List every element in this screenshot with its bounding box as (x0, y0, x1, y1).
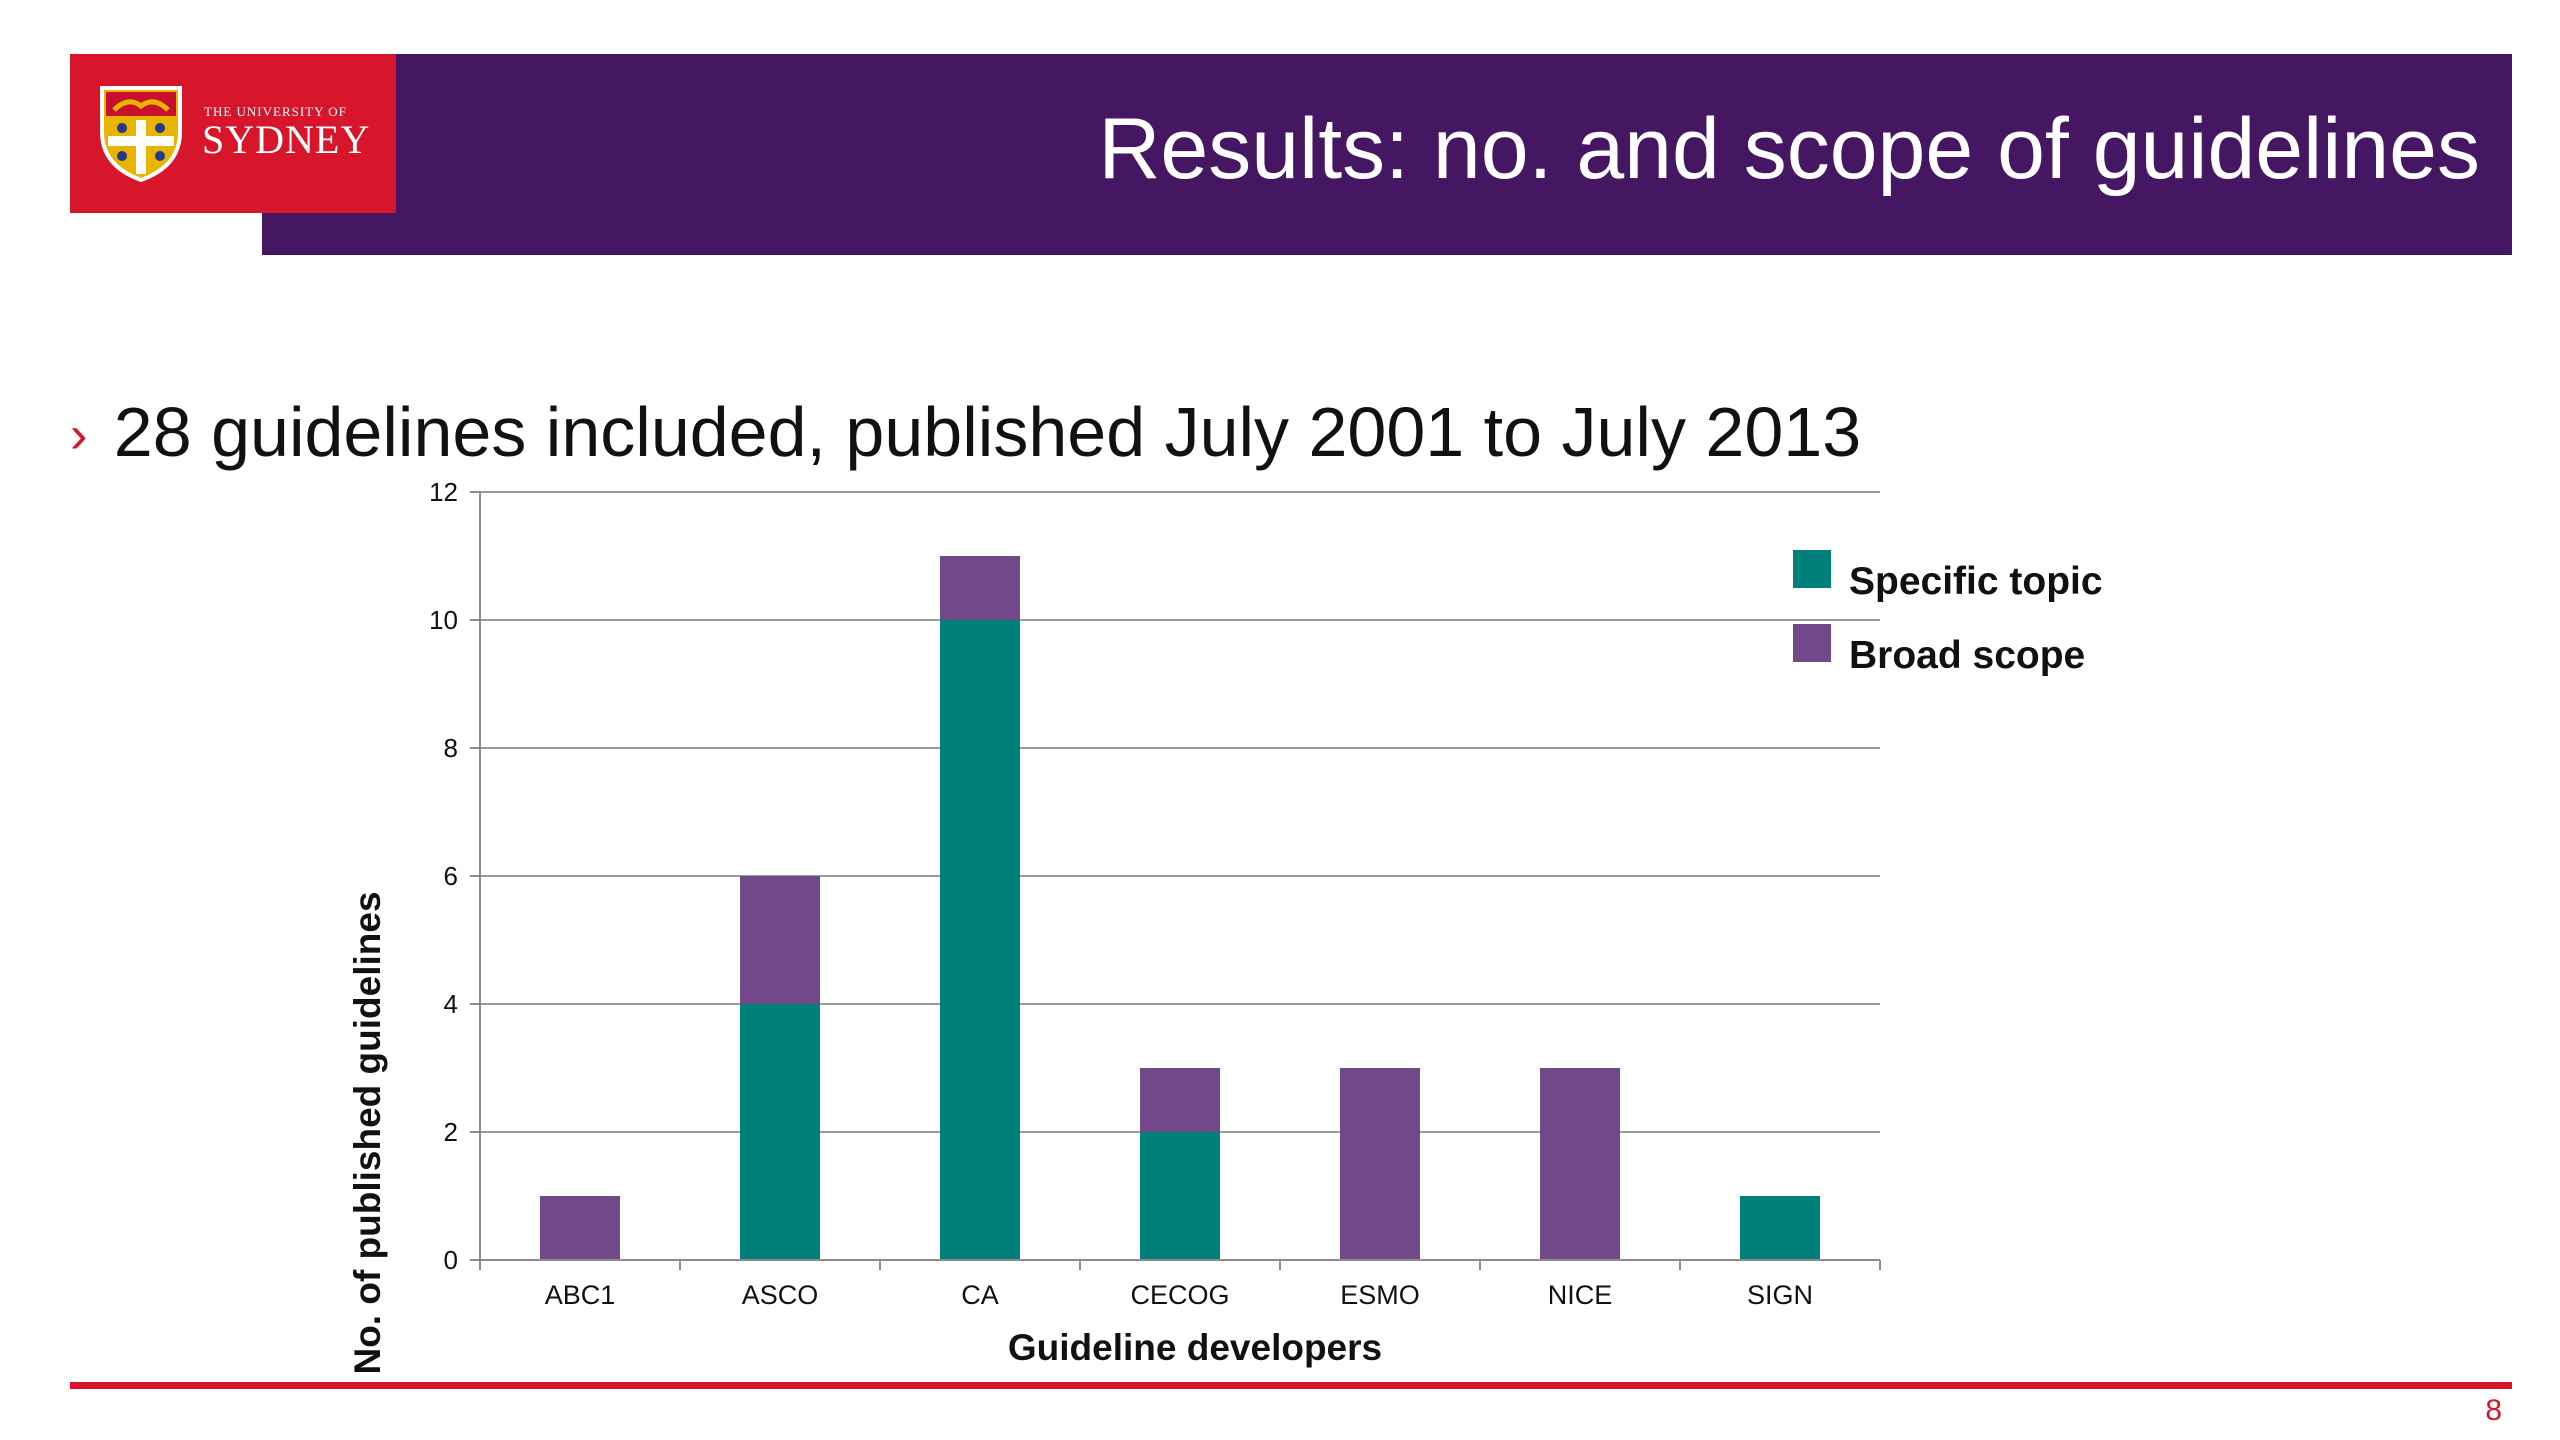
x-tick-label: NICE (1548, 1280, 1613, 1310)
footer-divider (70, 1382, 2512, 1389)
y-axis-title: No. of published guidelines (347, 891, 388, 1374)
bar-specific-topic-cecog (1140, 1132, 1220, 1260)
x-tick-labels: ABC1 ASCO CA CECOG ESMO NICE SIGN (545, 1280, 1813, 1310)
x-tick-label: ESMO (1340, 1280, 1420, 1310)
logo-small-text: THE UNIVERSITY OF (204, 104, 347, 119)
legend-label: Specific topic (1849, 560, 2103, 603)
y-tick-label: 8 (444, 733, 458, 763)
x-axis-title: Guideline developers (1008, 1327, 1382, 1368)
x-tick-label: CA (961, 1280, 999, 1310)
title-bar: Results: no. and scope of guidelines (262, 54, 2512, 255)
bar-broad-scope-esmo (1340, 1068, 1420, 1260)
bar-broad-scope-ca (940, 556, 1020, 620)
legend-swatch (1793, 550, 1831, 588)
university-logo: THE UNIVERSITY OF SYDNEY (70, 54, 396, 213)
bars (540, 556, 1820, 1260)
x-tick-label: CECOG (1130, 1280, 1229, 1310)
stacked-bar-chart: 0 2 4 6 8 10 12 ABC1 ASCO CA CECOG ESMO NICE SIGN No… (347, 478, 1881, 1375)
bar-broad-scope-asco (740, 876, 820, 1004)
bar-specific-topic-sign (1740, 1196, 1820, 1260)
x-tick-label: SIGN (1747, 1280, 1813, 1310)
bar-specific-topic-asco (740, 1004, 820, 1260)
y-tick-labels: 0 2 4 6 8 10 12 (429, 478, 458, 1275)
bullet-text: 28 guidelines included, published July 2… (113, 393, 1862, 471)
slide-title: Results: no. and scope of guidelines (1098, 101, 2480, 197)
y-tick-label: 10 (429, 605, 458, 635)
bar-broad-scope-nice (1540, 1068, 1620, 1260)
x-tick-label: ABC1 (545, 1280, 616, 1310)
y-tick-label: 2 (444, 1117, 458, 1147)
logo-wordmark: SYDNEY (202, 117, 371, 162)
y-tick-label: 4 (444, 989, 458, 1019)
bar-broad-scope-abc1 (540, 1196, 620, 1260)
bullet-point: › 28 guidelines included, published July… (70, 392, 1861, 472)
legend-swatch (1793, 624, 1831, 662)
y-tick-label: 0 (444, 1245, 458, 1275)
y-tick-label: 6 (444, 861, 458, 891)
university-crest-icon (100, 86, 182, 182)
bar-specific-topic-ca (940, 620, 1020, 1260)
gridlines (480, 491, 1880, 1133)
bullet-marker-icon: › (70, 406, 88, 464)
y-tick-label: 12 (429, 478, 458, 507)
legend-label: Broad scope (1849, 634, 2086, 677)
x-tick-label: ASCO (742, 1280, 819, 1310)
bar-broad-scope-cecog (1140, 1068, 1220, 1132)
axes (470, 491, 1881, 1270)
page-number: 8 (2485, 1394, 2502, 1427)
